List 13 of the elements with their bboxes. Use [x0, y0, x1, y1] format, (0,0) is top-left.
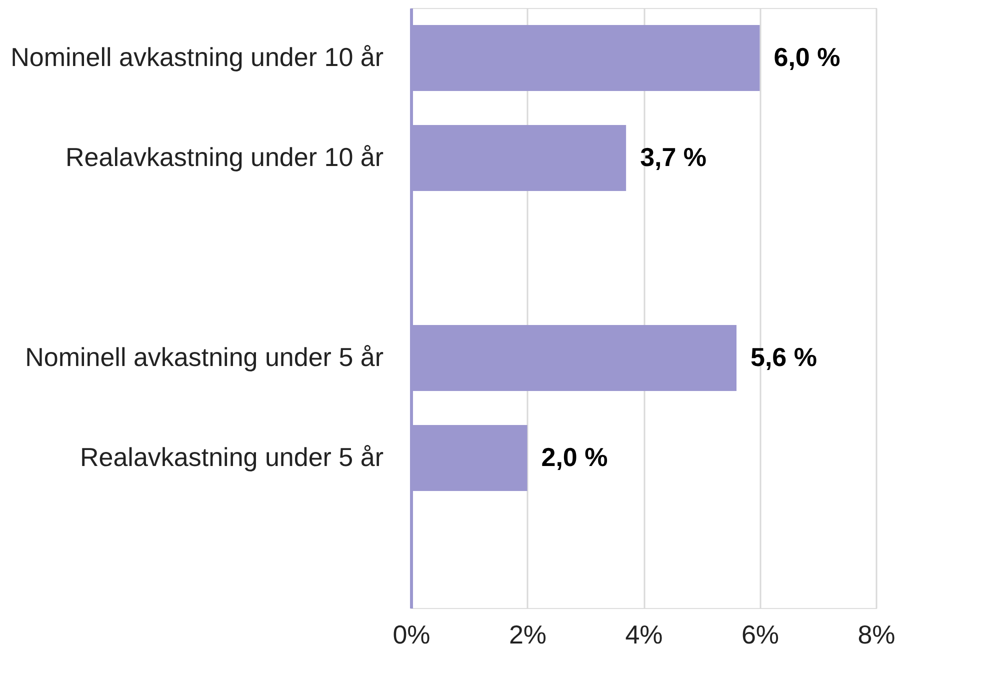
x-tick-label: 8% — [858, 620, 896, 650]
y-tick-label: Nominell avkastning under 5 år — [25, 342, 384, 372]
data-label: 6,0 % — [774, 42, 840, 72]
y-tick-label: Nominell avkastning under 10 år — [10, 42, 384, 72]
x-tick-label: 6% — [741, 620, 780, 650]
x-tick-label: 4% — [625, 620, 663, 650]
data-label: 5,6 % — [750, 342, 817, 372]
x-tick-label: 0% — [392, 620, 430, 650]
x-tick-label: 2% — [508, 620, 547, 650]
data-label: 3,7 % — [640, 142, 707, 172]
data-label: 2,0 % — [541, 442, 608, 472]
y-tick-label: Realavkastning under 5 år — [80, 442, 384, 472]
y-tick-label: Realavkastning under 10 år — [66, 142, 384, 172]
